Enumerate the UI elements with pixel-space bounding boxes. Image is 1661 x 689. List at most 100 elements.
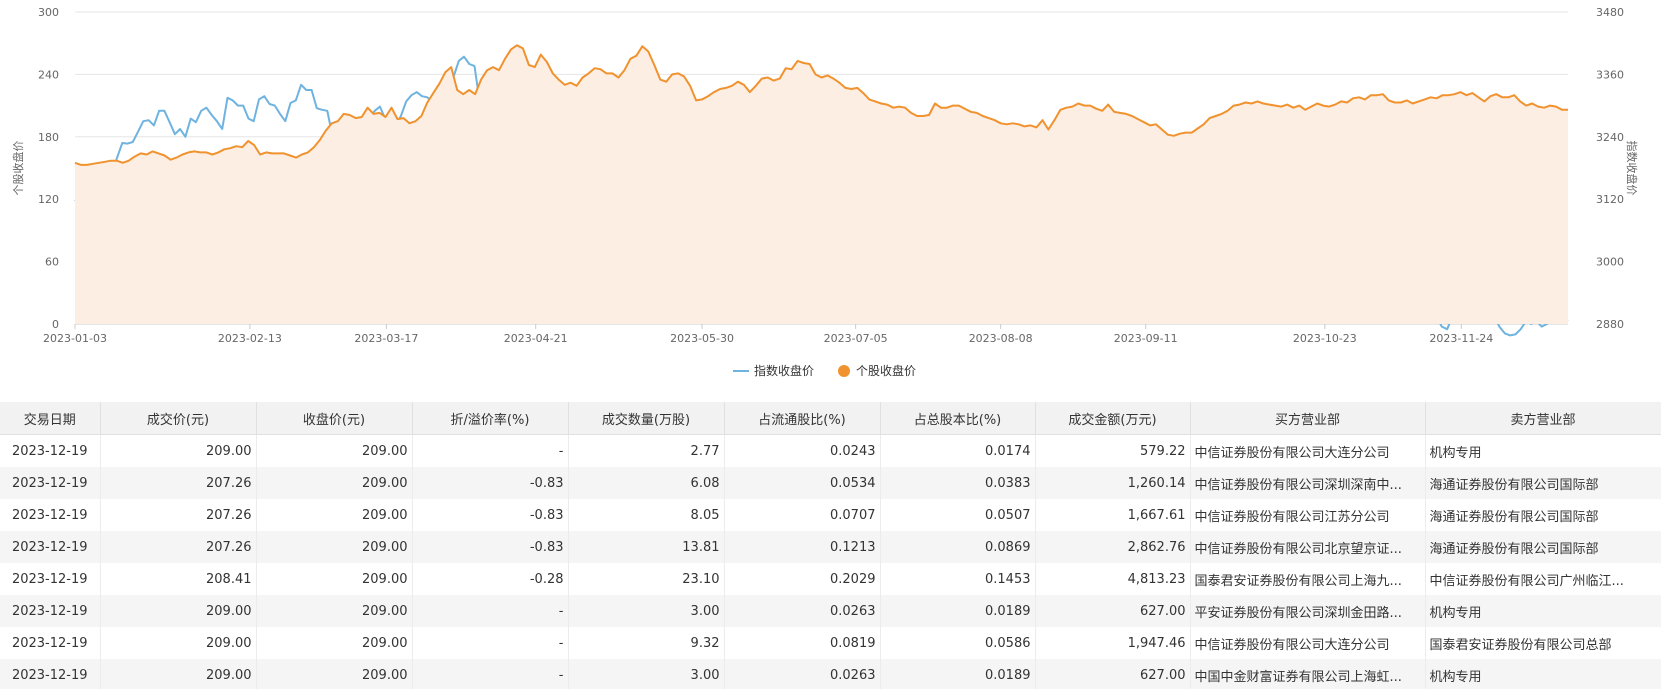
table-cell: 中信证券股份有限公司深圳深南中... [1190,467,1426,499]
table-cell: 0.0243 [724,434,881,467]
table-cell: - [412,659,569,689]
table-cell: 1,667.61 [1035,499,1191,531]
table-row: 2023-12-19 207.26 209.00 -0.83 6.08 0.0534 0.0… [0,467,1661,499]
table-cell: 0.1453 [880,563,1036,595]
y-left-tick-label: 180 [38,131,59,144]
y-left-tick-label: 0 [52,318,59,331]
y-left-tick-label: 60 [45,256,59,269]
table-cell: 中国中金财富证券有限公司上海虹... [1190,659,1426,689]
table-cell: 0.1213 [724,531,881,563]
table-cell: 209.00 [256,467,413,499]
legend-stock-label[interactable]: 个股收盘价 [856,363,916,378]
table-cell: 0.0819 [724,627,881,659]
table-cell: 208.41 [100,563,257,595]
table-cell: 627.00 [1035,659,1191,689]
table-cell: 209.00 [100,627,257,659]
legend-stock-marker [838,365,850,377]
table-cell: 0.0534 [724,467,881,499]
table-cell: 中信证券股份有限公司广州临江... [1425,563,1661,595]
x-tick-label: 2023-07-05 [824,332,888,345]
table-cell: 627.00 [1035,595,1191,627]
table-cell: 2023-12-19 [0,531,101,563]
table-cell: -0.83 [412,531,569,563]
table-row: 2023-12-19 208.41 209.00 -0.28 23.10 0.2029 0.… [0,563,1661,595]
legend-index-label[interactable]: 指数收盘价 [754,363,814,378]
table-cell: 0.0263 [724,595,881,627]
table-cell: 中信证券股份有限公司江苏分公司 [1190,499,1426,531]
table-cell: 2023-12-19 [0,499,101,531]
table-row: 2023-12-19 207.26 209.00 -0.83 8.05 0.0707 0.0… [0,499,1661,531]
y-right-axis-title: 指数收盘价 [1625,141,1639,196]
y-right-tick-label: 3240 [1596,131,1624,144]
table-row: 2023-12-19 209.00 209.00-3.00 0.0263 0.0189 6… [0,659,1661,689]
table-cell: 2023-12-19 [0,595,101,627]
table-cell: 0.0383 [880,467,1036,499]
y-left-tick-label: 240 [38,68,59,81]
table-cell: 209.00 [256,595,413,627]
y-left-axis-title: 个股收盘价 [11,141,25,196]
x-tick-label: 2023-08-08 [969,332,1033,345]
y-right-tick-label: 3480 [1596,6,1624,19]
table-cell: 2023-12-19 [0,467,101,499]
y-right-tick-label: 2880 [1596,318,1624,331]
table-cell: 中信证券股份有限公司大连分公司 [1190,434,1426,467]
table-cell: -0.83 [412,499,569,531]
column-header: 买方营业部 [1190,402,1426,435]
table-cell: 0.2029 [724,563,881,595]
table-cell: 平安证券股份有限公司深圳金田路... [1190,595,1426,627]
table-cell: 海通证券股份有限公司国际部 [1425,467,1661,499]
table-cell: 机构专用 [1425,659,1661,689]
x-tick-label: 2023-09-11 [1114,332,1178,345]
column-header: 成交金额(万元) [1035,402,1191,435]
column-header: 卖方营业部 [1425,402,1661,435]
column-header: 占流通股比(%) [724,402,881,435]
table-cell: 209.00 [100,595,257,627]
table-cell: 1,947.46 [1035,627,1191,659]
block-trade-table-container: 交易日期 成交价(元) 收盘价(元) 折/溢价率(%) 成交数量(万股) 占流通股比(%)… [0,402,1661,689]
block-trade-table: 交易日期 成交价(元) 收盘价(元) 折/溢价率(%) 成交数量(万股) 占流通股比(%)… [0,402,1661,689]
table-cell: 海通证券股份有限公司国际部 [1425,499,1661,531]
table-cell: 中信证券股份有限公司北京望京证... [1190,531,1426,563]
table-cell: 209.00 [100,659,257,689]
x-tick-label: 2023-03-17 [354,332,418,345]
table-cell: 209.00 [100,434,257,467]
table-row: 2023-12-19 209.00 209.00-2.77 0.0243 0.0174 5… [0,434,1661,467]
column-header: 占总股本比(%) [880,402,1036,435]
table-cell: 1,260.14 [1035,467,1191,499]
price-chart-svg: 0 2880 60 3000 120 3120 180 3240 240 3360 300 3480 2… [11,6,1639,378]
table-cell: 2023-12-19 [0,563,101,595]
table-cell: 中信证券股份有限公司大连分公司 [1190,627,1426,659]
y-right-tick-label: 3000 [1596,256,1624,269]
column-header: 成交价(元) [100,402,257,435]
table-cell: 207.26 [100,467,257,499]
column-header: 收盘价(元) [256,402,413,435]
table-cell: 579.22 [1035,434,1191,467]
column-header: 交易日期 [0,402,101,435]
table-cell: 2023-12-19 [0,434,101,467]
table-cell: 209.00 [256,499,413,531]
table-cell: 3.00 [568,595,725,627]
table-cell: 209.00 [256,627,413,659]
stock-close-line [74,44,1568,166]
table-cell: 海通证券股份有限公司国际部 [1425,531,1661,563]
table-cell: 207.26 [100,531,257,563]
x-tick-label: 2023-04-21 [504,332,568,345]
table-cell: 国泰君安证券股份有限公司总部 [1425,627,1661,659]
x-tick-label: 2023-05-30 [670,332,734,345]
table-row: 2023-12-19 209.00 209.00-9.32 0.0819 0.0586 1… [0,627,1661,659]
table-cell: 0.0189 [880,595,1036,627]
table-cell: 0.0189 [880,659,1036,689]
table-cell: 23.10 [568,563,725,595]
table-cell: 国泰君安证券股份有限公司上海九... [1190,563,1426,595]
table-cell: 机构专用 [1425,595,1661,627]
y-right-tick-label: 3120 [1596,193,1624,206]
table-cell: 209.00 [256,563,413,595]
table-cell: 0.0707 [724,499,881,531]
table-cell: 209.00 [256,434,413,467]
table-body: 2023-12-19 209.00 209.00-2.77 0.0243 0.0174 5… [0,434,1661,689]
table-cell: 0.0869 [880,531,1036,563]
y-left-tick-label: 120 [38,193,59,206]
x-tick-label: 2023-02-13 [218,332,282,345]
table-cell: 6.08 [568,467,725,499]
table-cell: 8.05 [568,499,725,531]
